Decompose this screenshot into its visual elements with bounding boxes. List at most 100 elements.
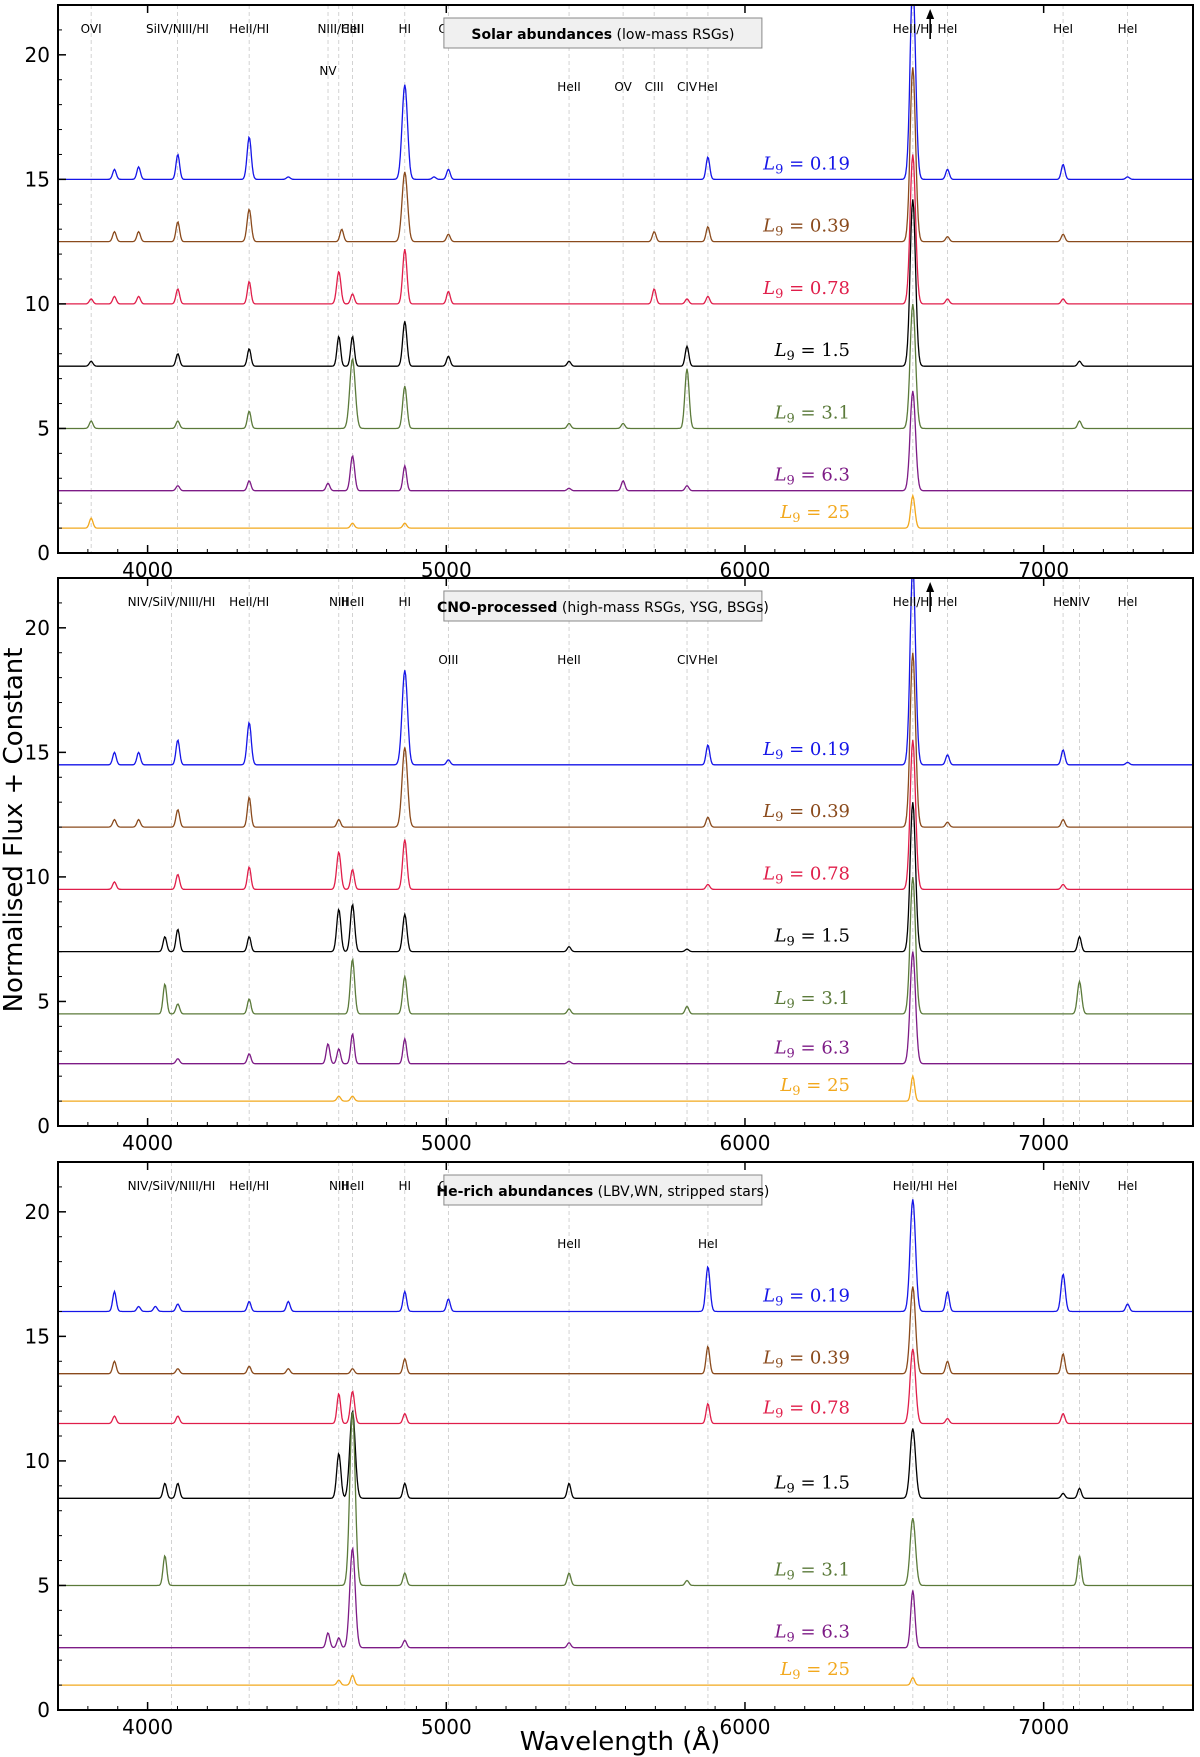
spectra: [58, 578, 1193, 1102]
line-id-label: HeII: [341, 595, 364, 609]
lum-label-3.1: L9 = 3.1: [774, 988, 850, 1012]
title-box: [443, 1174, 763, 1206]
spectrum-L9-3.1: [58, 303, 1193, 430]
spectrum-L9-25: [58, 1674, 1193, 1686]
line-id-label: HeI: [1053, 1179, 1073, 1193]
line-id-label: HI: [398, 595, 411, 609]
lum-value: 0.39: [810, 216, 850, 237]
spectrum-L9-3.1: [58, 876, 1193, 1015]
spectrum-L9-1.5: [58, 802, 1193, 953]
spectrum-L9-0.78: [58, 154, 1193, 305]
lum-label-0.19: L9 = 0.19: [762, 739, 850, 763]
title-box: [443, 17, 763, 49]
line-id-label: HeII/HI: [893, 1179, 933, 1193]
y-tick-label: 0: [37, 1114, 50, 1138]
y-tick-label: 10: [25, 1449, 50, 1473]
lum-value: 0.19: [810, 1285, 850, 1306]
lum-label-25: L9 = 25: [779, 1075, 850, 1099]
lum-value: 0.19: [810, 153, 850, 174]
lum-value: 25: [827, 502, 850, 523]
lum-value: 0.78: [810, 278, 850, 299]
plot-frame: [57, 577, 1194, 1127]
lum-value: 3.1: [821, 988, 850, 1009]
lum-value: 3.1: [821, 402, 850, 423]
lum-label-0.39: L9 = 0.39: [762, 1348, 850, 1372]
panel-title: Solar abundances (low-mass RSGs): [471, 27, 734, 43]
line-id-label: HeI: [1118, 1179, 1138, 1193]
line-id-label: NIV/SiIV/NIII/HI: [128, 1179, 216, 1193]
line-id-label: HI: [398, 1179, 411, 1193]
lum-value: 25: [827, 1075, 850, 1096]
spectrum-L9-1.5: [58, 1409, 1193, 1499]
lum-value: 0.78: [810, 863, 850, 884]
x-axis-title: Wavelength (Å): [520, 1725, 721, 1757]
lum-label-0.19: L9 = 0.19: [762, 153, 850, 177]
line-id-label: OV: [614, 80, 632, 94]
spectrum-L9-0.78: [58, 739, 1193, 891]
line-id-label: HeI: [1053, 22, 1073, 36]
line-id-label: NIV: [1069, 1179, 1091, 1193]
spectra: [58, 1199, 1193, 1686]
y-tick-label: 20: [25, 616, 50, 640]
y-tick-label: 5: [37, 416, 50, 440]
line-id-label: HeI: [938, 595, 958, 609]
lum-value: 1.5: [821, 1472, 850, 1493]
lum-label-25: L9 = 25: [779, 502, 850, 526]
lum-label-1.5: L9 = 1.5: [774, 926, 850, 950]
line-id-label: HeI: [698, 1237, 718, 1251]
lum-value: 6.3: [821, 1038, 850, 1059]
line-id-label: CIV: [677, 80, 698, 94]
y-tick-label: 15: [25, 1324, 50, 1348]
y-tick-label: 5: [37, 1573, 50, 1597]
y-tick-label: 0: [37, 541, 50, 565]
lum-label-1.5: L9 = 1.5: [774, 1472, 850, 1496]
line-id-label: HeII/HI: [229, 595, 269, 609]
line-id-label: HeI: [698, 653, 718, 667]
line-id-label: SiIV/NIII/HI: [146, 22, 209, 36]
panel-1: L9 = 0.19 L9 = 0.39 L9 = 0.78 L9 = 1.5 L9 = …: [25, 4, 1194, 582]
x-tick-label: 7000: [1018, 1131, 1069, 1155]
lum-label-0.39: L9 = 0.39: [762, 216, 850, 240]
line-id-label: NV: [319, 64, 337, 78]
lum-label-25: L9 = 25: [779, 1659, 850, 1683]
line-id-label: HeII/HI: [893, 22, 933, 36]
line-id-label: HeI: [698, 80, 718, 94]
lum-label-6.3: L9 = 6.3: [774, 1038, 850, 1062]
line-id-label: OIII: [438, 653, 458, 667]
x-tick-label: 4000: [122, 1131, 173, 1155]
panels: L9 = 0.19 L9 = 0.39 L9 = 0.78 L9 = 1.5 L9 = …: [25, 4, 1194, 1739]
spectrum-L9-0.78: [58, 1348, 1193, 1425]
spectrum-L9-3.1: [58, 1412, 1193, 1587]
lum-label-0.78: L9 = 0.78: [762, 1398, 850, 1422]
line-guides: [171, 1162, 1128, 1710]
lum-value: 6.3: [821, 1622, 850, 1643]
line-guides: [171, 578, 1128, 1126]
plot-frame: [57, 1161, 1194, 1711]
panel-title: He-rich abundances (LBV,WN, stripped sta…: [436, 1184, 769, 1200]
line-id-label: HeII: [341, 22, 364, 36]
panel-3: L9 = 0.19 L9 = 0.39 L9 = 0.78 L9 = 1.5 L9 = …: [25, 1161, 1194, 1739]
line-id-label: CIV: [677, 653, 698, 667]
lum-label-3.1: L9 = 3.1: [774, 402, 850, 426]
line-id-label: NIV/SiIV/NIII/HI: [128, 595, 216, 609]
y-tick-label: 10: [25, 292, 50, 316]
x-tick-label: 5000: [421, 1131, 472, 1155]
spectrum-L9-0.19: [58, 5, 1193, 181]
title-box: [443, 590, 763, 622]
panel-2: L9 = 0.19 L9 = 0.39 L9 = 0.78 L9 = 1.5 L9 = …: [25, 577, 1194, 1155]
line-id-label: HeII/HI: [229, 1179, 269, 1193]
spectra: [58, 5, 1193, 529]
spectrum-L9-25: [58, 1074, 1193, 1102]
lum-label-0.78: L9 = 0.78: [762, 863, 850, 887]
lum-value: 1.5: [821, 340, 850, 361]
spectrum-L9-25: [58, 493, 1193, 529]
spectrum-L9-1.5: [58, 199, 1193, 367]
x-tick-label: 5000: [421, 1715, 472, 1739]
line-id-label: HeI: [938, 22, 958, 36]
spectrum-L9-0.39: [58, 1286, 1193, 1375]
y-tick-label: 15: [25, 167, 50, 191]
line-id-label: HI: [398, 22, 411, 36]
lum-value: 1.5: [821, 926, 850, 947]
clip-arrow-head: [926, 582, 935, 592]
